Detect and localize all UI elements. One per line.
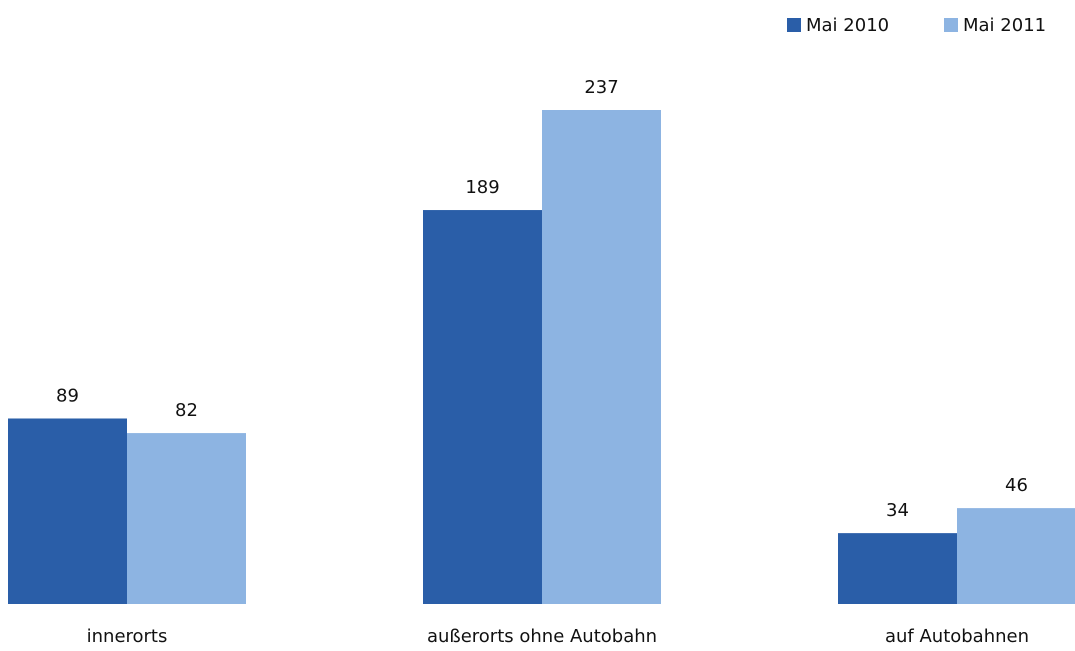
bar	[127, 433, 246, 604]
value-label: 46	[1005, 475, 1028, 496]
legend-swatch	[787, 18, 801, 32]
value-label: 82	[175, 400, 198, 421]
bar	[542, 110, 661, 604]
x-tick-label: außerorts ohne Autobahn	[427, 626, 657, 647]
legend-swatch	[944, 18, 958, 32]
x-tick-label: innerorts	[87, 626, 168, 647]
bar	[838, 533, 957, 604]
bar	[957, 508, 1075, 604]
x-tick-label: auf Autobahnen	[885, 626, 1029, 647]
bar	[8, 418, 127, 604]
value-label: 89	[56, 385, 79, 406]
legend-label: Mai 2011	[963, 15, 1046, 36]
legend-label: Mai 2010	[806, 15, 889, 36]
value-label: 34	[886, 500, 909, 521]
value-label: 237	[584, 77, 618, 98]
bar	[423, 210, 542, 604]
value-label: 189	[465, 177, 499, 198]
